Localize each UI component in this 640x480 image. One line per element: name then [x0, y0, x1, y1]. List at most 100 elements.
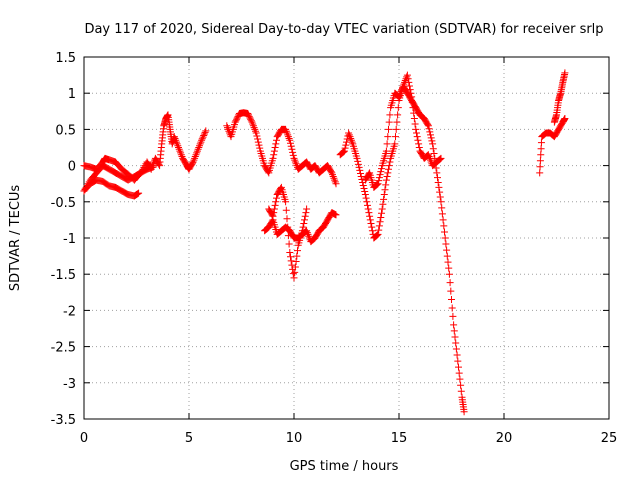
data-point — [347, 136, 355, 144]
data-point — [84, 180, 92, 188]
data-point — [386, 111, 394, 119]
data-point — [254, 135, 262, 143]
data-point — [254, 138, 262, 146]
data-point — [427, 134, 435, 142]
data-point — [293, 252, 301, 260]
y-tick-label: 1.5 — [55, 51, 76, 66]
data-point — [329, 171, 336, 179]
data-point — [248, 118, 256, 126]
x-tick-label: 20 — [496, 431, 513, 446]
data-point — [377, 168, 385, 176]
data-point — [177, 151, 185, 159]
data-point — [272, 140, 280, 148]
data-point — [366, 212, 374, 220]
data-point — [332, 211, 340, 219]
data-point — [354, 160, 362, 168]
data-point — [173, 140, 181, 148]
data-point — [190, 156, 198, 164]
data-point — [282, 127, 290, 135]
data-point — [376, 171, 384, 179]
data-point — [246, 114, 254, 122]
data-point — [405, 78, 413, 86]
data-point — [437, 154, 445, 162]
data-point — [396, 91, 404, 99]
data-point — [435, 183, 443, 191]
data-point — [233, 115, 241, 123]
data-point — [345, 129, 353, 137]
data-point — [443, 246, 451, 254]
data-point — [245, 111, 252, 119]
data-point — [453, 351, 461, 359]
data-point — [287, 257, 295, 265]
data-point — [304, 230, 312, 238]
data-point — [199, 133, 207, 141]
data-point — [437, 198, 445, 206]
data-point — [170, 133, 178, 141]
data-point — [269, 154, 277, 162]
data-point — [289, 148, 297, 156]
data-point — [356, 166, 364, 174]
data-point — [191, 153, 199, 161]
data-point — [367, 220, 375, 228]
data-point — [224, 124, 231, 132]
data-point — [411, 120, 419, 128]
data-point — [537, 139, 545, 147]
data-point — [384, 133, 392, 141]
data-point — [252, 127, 259, 135]
data-point — [446, 279, 454, 287]
data-point — [455, 369, 463, 377]
data-point — [365, 209, 373, 217]
data-point — [176, 147, 184, 155]
data-point — [247, 115, 255, 123]
data-point — [455, 363, 462, 371]
data-point — [365, 170, 373, 178]
data-point — [298, 227, 306, 235]
data-point — [81, 185, 89, 193]
data-point — [392, 125, 400, 133]
data-point — [292, 160, 300, 168]
data-point — [172, 136, 180, 144]
y-tick-label: -3.5 — [51, 413, 76, 428]
data-point — [341, 144, 349, 152]
data-point — [448, 296, 455, 304]
series-satellite-c — [80, 162, 157, 195]
data-point — [231, 118, 239, 126]
series-satellite-i — [536, 115, 569, 177]
data-point — [80, 187, 88, 195]
data-point — [303, 205, 311, 213]
data-point — [447, 287, 455, 295]
data-point — [284, 133, 292, 141]
data-point — [537, 145, 545, 153]
data-point — [536, 169, 544, 177]
data-point — [434, 178, 442, 186]
data-point — [457, 387, 465, 395]
data-point — [359, 182, 367, 190]
data-point — [291, 268, 299, 276]
data-point — [196, 142, 203, 150]
axis-ticks — [83, 56, 610, 420]
x-tick-label: 5 — [185, 431, 193, 446]
data-point — [287, 253, 294, 261]
data-point — [245, 112, 253, 120]
x-axis-label: GPS time / hours — [290, 459, 399, 474]
data-point — [445, 264, 453, 272]
y-tick-label: 1 — [68, 87, 76, 102]
data-point — [457, 381, 465, 389]
data-point — [327, 168, 335, 176]
data-point — [431, 159, 439, 167]
data-point — [194, 145, 202, 153]
data-point — [391, 140, 399, 148]
data-point — [353, 154, 361, 162]
data-point — [251, 125, 259, 133]
data-point — [393, 118, 401, 126]
data-point — [443, 252, 451, 260]
data-point — [192, 151, 200, 159]
y-tick-label: -2.5 — [51, 341, 76, 356]
data-point — [385, 125, 392, 133]
data-point — [394, 104, 402, 112]
data-point — [360, 185, 368, 193]
plot-area-frame — [83, 56, 610, 420]
data-point — [441, 234, 449, 242]
data-point — [175, 145, 183, 153]
data-point — [413, 129, 420, 137]
